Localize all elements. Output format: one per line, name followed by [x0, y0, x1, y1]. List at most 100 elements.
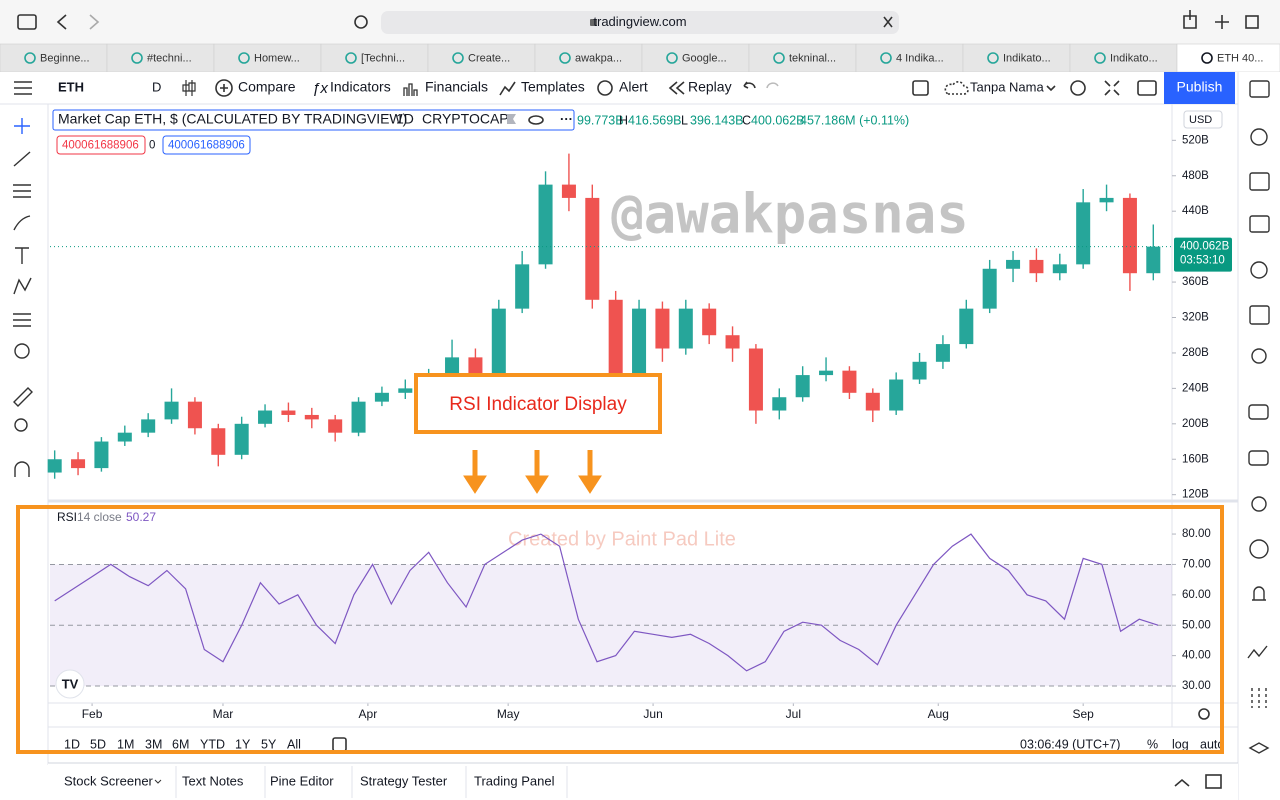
layers-button[interactable] [1248, 742, 1270, 754]
maximize-panel[interactable] [1205, 774, 1222, 789]
range-button[interactable]: 1D [64, 737, 80, 751]
publish-button[interactable] [1164, 72, 1235, 104]
tabs-button[interactable] [1245, 15, 1259, 29]
watchlist-button[interactable] [1249, 80, 1270, 98]
calendar-button[interactable] [1249, 305, 1270, 325]
text-tool[interactable] [15, 247, 29, 264]
badges: 400061688906 0 400061688906 [56, 135, 251, 155]
scale-option[interactable]: auto [1200, 737, 1224, 751]
toolbar-button[interactable]: Replay [688, 79, 732, 95]
tab[interactable] [855, 43, 964, 73]
notifications-button[interactable] [1252, 586, 1266, 601]
fullscreen-button[interactable] [1104, 80, 1120, 96]
tab[interactable] [1176, 43, 1280, 73]
interval[interactable]: D [152, 79, 161, 94]
toolbar-button[interactable]: Templates [521, 79, 585, 95]
toolbar-button[interactable]: Indicators [330, 79, 391, 95]
toolbar-button[interactable]: Compare [238, 79, 296, 95]
tab[interactable] [1069, 43, 1178, 73]
range-button[interactable]: 5D [90, 737, 106, 751]
tab[interactable] [106, 43, 215, 73]
bottom-tab[interactable]: Strategy Tester [360, 773, 448, 788]
share-button[interactable] [1183, 10, 1197, 29]
tab-title: tekninal... [789, 52, 836, 64]
tab-favicon [987, 52, 999, 64]
hotlist-button[interactable] [1250, 261, 1268, 279]
layout-toggle[interactable] [912, 80, 929, 96]
price-chart: 520B 480B 440B 360B 320B 280B 240B 200B 160B 120B… [47, 134, 1232, 501]
alerts-button[interactable] [1250, 128, 1268, 146]
snapshot-button[interactable] [1137, 80, 1157, 96]
crosshair-tool[interactable] [14, 118, 30, 134]
tab[interactable] [320, 43, 429, 73]
tab-title: ETH 40... [1217, 52, 1263, 64]
y-tick-label: 520B [1182, 134, 1209, 146]
tv-logo-badge[interactable] [55, 669, 85, 699]
back-button[interactable] [56, 14, 67, 30]
chart-type-button[interactable] [182, 80, 196, 96]
candle-body [304, 414, 319, 420]
forward-button[interactable] [89, 14, 100, 30]
range-button[interactable]: YTD [200, 737, 225, 751]
axis-settings[interactable] [1198, 708, 1210, 720]
menu-button[interactable] [14, 81, 32, 95]
range-button[interactable]: 1Y [235, 737, 251, 751]
range-button[interactable]: 3M [145, 737, 162, 751]
pattern-tool[interactable] [13, 277, 32, 295]
more-icon[interactable]: ··· [560, 111, 573, 126]
ideas-button[interactable] [1251, 348, 1267, 364]
tab[interactable] [534, 43, 643, 73]
clear-url[interactable] [883, 16, 893, 28]
candle-body [94, 441, 109, 469]
tools-button[interactable] [1251, 688, 1267, 708]
scale-option[interactable]: % [1147, 737, 1158, 751]
bottom-tab[interactable]: Stock Screener [64, 773, 154, 788]
news-button[interactable] [1249, 172, 1270, 191]
tab[interactable] [641, 43, 750, 73]
scale-option[interactable]: log [1172, 737, 1189, 751]
url-field[interactable] [381, 11, 899, 34]
broadcast-button[interactable] [1251, 496, 1267, 512]
ruler-tool[interactable] [13, 387, 33, 407]
currency[interactable]: USD [1189, 114, 1212, 126]
symbol[interactable]: ETH [58, 79, 84, 94]
tab[interactable] [427, 43, 536, 73]
tab[interactable] [962, 43, 1071, 73]
settings-button[interactable] [1070, 80, 1086, 96]
bottom-tab[interactable]: Pine Editor [270, 773, 334, 788]
range-button[interactable]: 6M [172, 737, 189, 751]
prediction-tool[interactable] [13, 313, 31, 327]
range-button[interactable]: 1M [117, 737, 134, 751]
toolbar-button[interactable]: Alert [619, 79, 648, 95]
arrow-head [525, 475, 549, 494]
new-tab-button[interactable] [1215, 15, 1229, 29]
magnet-tool[interactable] [14, 461, 30, 477]
sidebar-button[interactable] [17, 14, 37, 30]
collapse-panel[interactable] [1174, 778, 1190, 787]
range-button[interactable]: All [287, 737, 301, 751]
zoom-tool[interactable] [14, 418, 28, 432]
streams-button[interactable] [1249, 539, 1269, 559]
trendline-tool[interactable] [13, 151, 31, 167]
layout-name[interactable]: Tanpa Nama [970, 79, 1044, 94]
goto-date[interactable] [332, 737, 347, 752]
fib-tool[interactable] [13, 184, 31, 198]
chats-button[interactable] [1248, 404, 1269, 420]
visibility-icon[interactable] [528, 115, 544, 125]
bottom-tab[interactable]: Trading Panel [474, 773, 555, 788]
brush-tool[interactable] [13, 215, 31, 231]
toolbar-button[interactable]: Financials [425, 79, 488, 95]
screener-button[interactable] [1247, 645, 1268, 659]
bottom-tab[interactable]: Text Notes [182, 773, 244, 788]
layout-dropdown[interactable] [1046, 85, 1056, 92]
currency-select[interactable] [1183, 110, 1223, 129]
undo-button[interactable] [743, 81, 756, 89]
range-button[interactable]: 5Y [261, 737, 277, 751]
redo-button[interactable] [766, 82, 779, 89]
screener-dropdown[interactable] [154, 779, 162, 784]
tab-title: awakpa... [575, 52, 622, 64]
messages-button[interactable] [1248, 450, 1269, 466]
emoji-tool[interactable] [14, 343, 30, 359]
data-window-button[interactable] [1249, 215, 1270, 233]
